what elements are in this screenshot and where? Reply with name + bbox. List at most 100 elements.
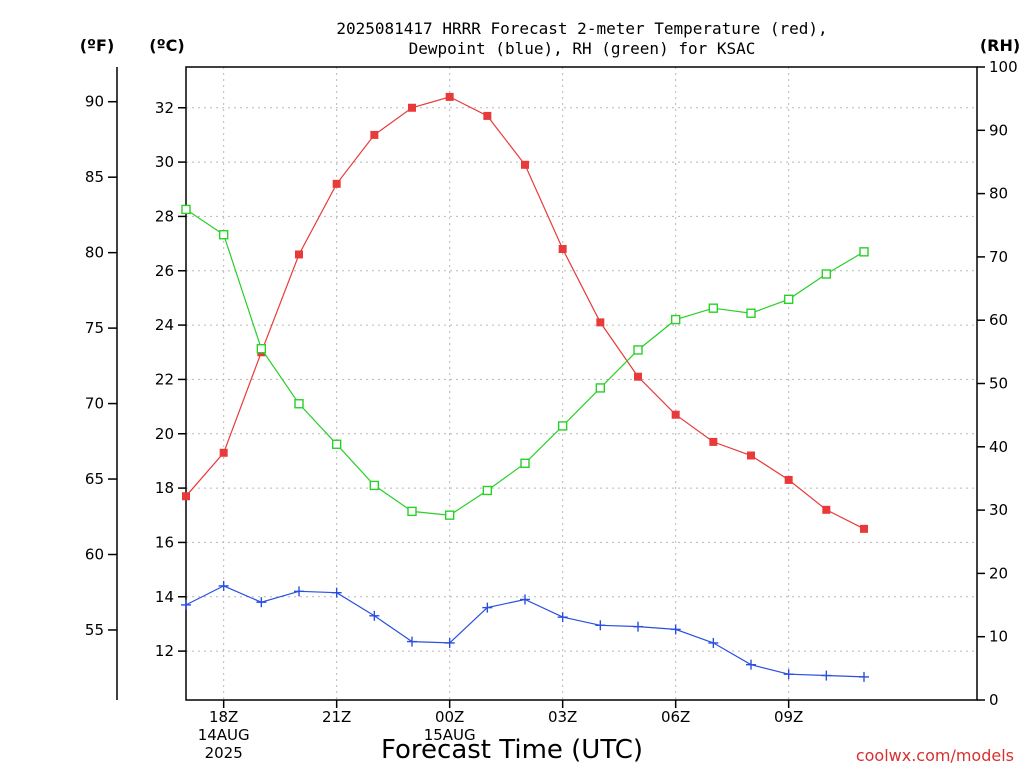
time-tick-label: 2025 xyxy=(205,744,243,762)
series-layer xyxy=(181,92,869,682)
dewpoint-point xyxy=(520,594,530,605)
chart-title-line2: Dewpoint (blue), RH (green) for KSAC xyxy=(409,39,756,58)
temperature-point xyxy=(747,451,755,460)
fahrenheit-tick-label: 85 xyxy=(85,168,104,186)
time-tick-label: 15AUG xyxy=(424,726,476,744)
fahrenheit-tick-label: 90 xyxy=(85,93,104,111)
temperature-point xyxy=(408,103,416,112)
celsius-tick-label: 18 xyxy=(155,479,174,497)
fahrenheit-tick-label: 65 xyxy=(85,470,104,488)
series-rh xyxy=(181,204,869,520)
dewpoint-point xyxy=(670,624,681,635)
fahrenheit-tick-label: 60 xyxy=(85,546,104,564)
rh-point xyxy=(256,343,267,354)
rh-point xyxy=(520,458,530,468)
fahrenheit-tick-label: 55 xyxy=(85,621,104,639)
time-tick-label: 06Z xyxy=(661,708,690,726)
dewpoint-point xyxy=(482,602,493,613)
temperature-point xyxy=(860,524,868,533)
dewpoint-point xyxy=(633,621,643,632)
dewpoint-point xyxy=(595,620,606,631)
rh-tick-label: 50 xyxy=(989,375,1008,393)
fahrenheit-axis: 55 60 65 70 75 80 85 90 xyxy=(85,93,117,639)
rh-tick-label: 10 xyxy=(989,628,1008,646)
rh-tick-label: 40 xyxy=(989,438,1008,456)
temperature-point xyxy=(445,92,454,101)
temperature-point xyxy=(671,410,680,419)
celsius-axis: 12 14 16 18 20 22 24 26 28 30 32 xyxy=(155,99,186,660)
rh-tick-label: 60 xyxy=(989,311,1008,329)
rh-point xyxy=(294,399,304,409)
credit-text: coolwx.com/models xyxy=(856,746,1014,765)
rh-point xyxy=(482,485,493,496)
temperature-point xyxy=(784,475,793,484)
dewpoint-point xyxy=(256,597,267,608)
temperature-point xyxy=(822,505,831,514)
x-axis-label: Forecast Time (UTC) xyxy=(381,735,643,765)
dewpoint-point xyxy=(746,659,756,670)
rh-point xyxy=(407,506,417,517)
rh-tick-label: 0 xyxy=(989,691,999,709)
time-tick-label: 03Z xyxy=(548,708,577,726)
time-tick-label: 18Z xyxy=(209,708,238,726)
fahrenheit-tick-label: 75 xyxy=(85,319,104,337)
celsius-tick-label: 24 xyxy=(155,316,174,334)
dewpoint-point xyxy=(708,637,719,648)
dewpoint-point xyxy=(821,670,832,681)
dewpoint-point xyxy=(218,580,229,591)
rh-tick-label: 90 xyxy=(989,121,1008,139)
time-tick-label: 09Z xyxy=(774,708,803,726)
temperature-point xyxy=(182,492,190,501)
rh-point xyxy=(821,269,832,279)
celsius-tick-label: 22 xyxy=(155,370,174,388)
rh-tick-label: 100 xyxy=(989,58,1018,76)
temperature-point xyxy=(634,372,642,381)
rh-tick-label: 70 xyxy=(989,248,1008,266)
temperature-point xyxy=(332,179,341,188)
chart-title-line1: 2025081417 HRRR Forecast 2-meter Tempera… xyxy=(336,19,827,38)
rh-tick-label: 80 xyxy=(989,185,1008,203)
rh-line xyxy=(185,208,865,516)
dewpoint-point xyxy=(859,671,869,682)
fahrenheit-tick-label: 70 xyxy=(85,395,104,413)
rh-point xyxy=(218,230,229,240)
dewpoint-point xyxy=(331,587,342,598)
rh-point xyxy=(557,421,568,431)
fahrenheit-unit-label: (ºF) xyxy=(80,36,115,55)
rh-point xyxy=(633,345,643,355)
time-tick-label: 21Z xyxy=(322,708,351,726)
rh-tick-label: 30 xyxy=(989,501,1008,519)
rh-point xyxy=(859,247,869,257)
temperature-point xyxy=(521,160,529,169)
time-tick-label: 00Z xyxy=(435,708,464,726)
gridlines xyxy=(186,67,977,700)
rh-point xyxy=(708,303,719,313)
temperature-point xyxy=(709,437,718,446)
celsius-unit-label: (ºC) xyxy=(149,36,184,55)
temperature-point xyxy=(596,318,605,327)
rh-point xyxy=(331,439,342,449)
rh-point xyxy=(783,294,794,305)
dewpoint-point xyxy=(181,599,191,610)
dewpoint-point xyxy=(369,610,380,621)
celsius-tick-label: 32 xyxy=(155,99,174,117)
celsius-tick-label: 16 xyxy=(155,533,174,551)
series-temperature xyxy=(182,92,868,533)
rh-point xyxy=(595,383,606,393)
dewpoint-point xyxy=(557,612,568,623)
rh-point xyxy=(670,314,681,325)
dewpoint-point xyxy=(294,586,304,597)
rh-point xyxy=(181,204,191,215)
rh-unit-label: (RH) xyxy=(980,36,1020,55)
dewpoint-point xyxy=(444,637,455,648)
celsius-tick-label: 26 xyxy=(155,262,174,280)
celsius-tick-label: 30 xyxy=(155,153,174,171)
dewpoint-point xyxy=(783,669,794,680)
temperature-point xyxy=(483,111,492,120)
dewpoint-point xyxy=(407,636,417,647)
rh-axis: 0 10 20 30 40 50 60 70 80 90 100 xyxy=(977,58,1018,709)
temperature-point xyxy=(558,245,567,254)
fahrenheit-tick-label: 80 xyxy=(85,244,104,262)
